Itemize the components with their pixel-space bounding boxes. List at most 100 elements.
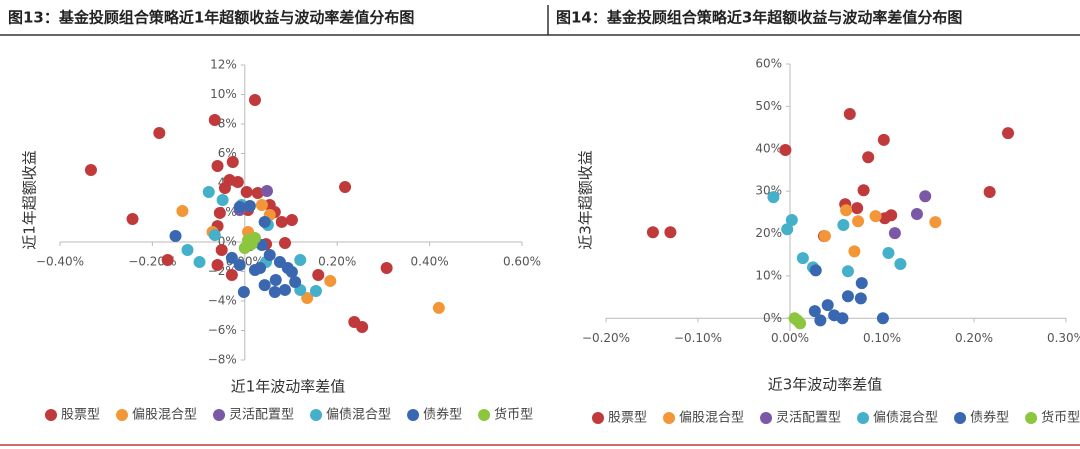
point <box>432 301 445 314</box>
x-tick-label: 0.00% <box>771 331 809 345</box>
point <box>869 210 882 223</box>
legend-label: 偏股混合型 <box>679 411 744 426</box>
point <box>809 264 822 277</box>
point <box>233 201 246 214</box>
point <box>356 320 369 333</box>
point <box>808 305 821 318</box>
y-tick-label: 20% <box>755 226 782 240</box>
point <box>193 256 206 269</box>
x-tick-label: −0.10% <box>674 331 722 345</box>
point <box>894 258 907 271</box>
point <box>876 312 889 325</box>
legend-label: 偏债混合型 <box>326 408 391 423</box>
x-axis-title: 近1年波动率差值 <box>231 378 346 396</box>
point <box>821 299 834 312</box>
point <box>260 184 273 197</box>
point <box>788 312 801 325</box>
y-axis-title: 近3年超额收益 <box>577 150 595 250</box>
y-tick-label: −4% <box>208 294 237 308</box>
chart-title: 图14：基金投顾组合策略近3年超额收益与波动率差值分布图 <box>556 9 962 27</box>
point <box>814 314 827 327</box>
point <box>275 215 288 228</box>
point <box>225 269 238 282</box>
point <box>301 292 314 305</box>
point <box>841 265 854 278</box>
x-tick-label: 0.60% <box>503 255 541 269</box>
x-tick-label: 0.10% <box>863 331 901 345</box>
legend-swatch <box>478 409 491 421</box>
point <box>380 261 393 274</box>
point <box>216 193 229 206</box>
point <box>796 252 809 265</box>
point <box>278 283 291 296</box>
point <box>862 151 875 164</box>
legend-swatch <box>663 412 676 424</box>
point <box>181 243 194 256</box>
x-tick-label: 0.20% <box>318 255 356 269</box>
point <box>240 185 253 198</box>
point <box>263 248 276 261</box>
x-tick-label: −0.20% <box>582 331 630 345</box>
point <box>779 144 792 157</box>
point <box>231 175 244 188</box>
point <box>278 237 291 250</box>
point <box>243 200 256 213</box>
point <box>251 187 264 200</box>
point <box>255 198 268 211</box>
legend-label: 股票型 <box>61 408 100 423</box>
point <box>919 190 932 203</box>
legend-swatch <box>857 412 870 424</box>
point <box>781 223 794 236</box>
point <box>818 230 831 243</box>
y-tick-label: −6% <box>208 323 237 337</box>
point <box>218 182 231 195</box>
point <box>269 274 282 287</box>
x-tick-label: 0.20% <box>955 331 993 345</box>
y-tick-label: 60% <box>755 57 782 71</box>
point <box>836 312 849 325</box>
point <box>289 275 302 288</box>
point <box>848 245 861 258</box>
point <box>852 215 865 228</box>
point <box>855 277 868 290</box>
point <box>248 93 261 106</box>
point <box>841 290 854 303</box>
legend-label: 偏股混合型 <box>132 408 197 423</box>
point <box>854 292 867 305</box>
point <box>211 160 224 173</box>
point <box>309 284 322 297</box>
point <box>176 205 189 218</box>
y-axis-title: 近1年超额收益 <box>21 150 39 250</box>
point <box>910 208 923 221</box>
chart-title: 图13：基金投顾组合策略近1年超额收益与波动率差值分布图 <box>8 9 414 27</box>
point <box>233 259 246 272</box>
legend-label: 债券型 <box>970 410 1009 426</box>
point <box>226 156 239 169</box>
legend-swatch <box>1025 412 1038 424</box>
legend-label: 股票型 <box>608 411 647 426</box>
point <box>339 180 352 193</box>
point <box>877 133 890 146</box>
point <box>211 259 224 272</box>
point <box>1002 127 1015 140</box>
legend-swatch <box>592 412 604 424</box>
legend-swatch <box>760 412 773 424</box>
point <box>258 279 271 292</box>
legend-label: 货币型 <box>1041 410 1080 426</box>
point <box>254 261 267 274</box>
point <box>294 253 307 266</box>
x-tick-label: 0.40% <box>411 255 449 269</box>
point <box>248 232 261 245</box>
y-tick-label: 10% <box>755 268 782 282</box>
legend-label: 货币型 <box>494 407 533 423</box>
point <box>153 126 166 139</box>
y-tick-label: 10% <box>210 87 237 101</box>
point <box>285 265 298 278</box>
point <box>885 209 898 222</box>
point <box>213 206 226 219</box>
point <box>238 242 251 255</box>
point <box>215 243 228 256</box>
legend-label: 偏债混合型 <box>873 411 938 426</box>
point <box>664 226 677 239</box>
legend-swatch <box>116 409 129 421</box>
